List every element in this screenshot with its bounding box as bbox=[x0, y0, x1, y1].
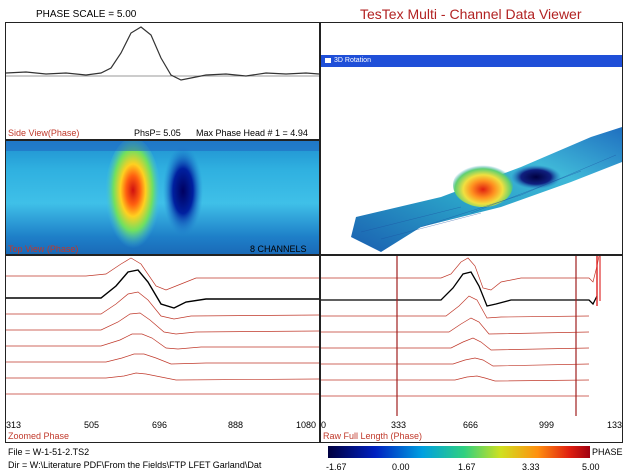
scale-value-4: 3.33 bbox=[522, 462, 540, 472]
channels-readout: 8 CHANNELS bbox=[250, 244, 307, 254]
zoomed-traces bbox=[6, 257, 319, 395]
side-view-trace bbox=[6, 26, 319, 81]
raw-tick-5: 133 bbox=[607, 420, 623, 430]
scale-value-5: 5.00 bbox=[582, 462, 600, 472]
zoomed-tick-2: 505 bbox=[84, 420, 100, 430]
dir-line: Dir = W:\Literature PDF\From the Fields\… bbox=[8, 460, 262, 470]
raw-full-length-panel[interactable]: 0 333 666 999 133 Raw Full Length (Phase… bbox=[320, 255, 623, 443]
app-title: TesTex Multi - Channel Data Viewer bbox=[360, 6, 582, 22]
raw-full-length-label: Raw Full Length (Phase) bbox=[323, 431, 423, 441]
php-readout: PhsP= 5.05 bbox=[134, 128, 181, 138]
rotation-window[interactable]: 3D Rotation bbox=[320, 22, 623, 255]
top-view-heatmap bbox=[6, 141, 319, 254]
file-line: File = W-1-51-2.TS2 bbox=[8, 447, 90, 457]
phase-scale-text: PHASE SCALE = bbox=[36, 9, 117, 20]
rotation-window-title: 3D Rotation bbox=[334, 57, 371, 64]
max-phase-readout: Max Phase Head # 1 = 4.94 bbox=[196, 128, 308, 138]
phase-scale-label: PHASE SCALE = 5.00 bbox=[36, 10, 136, 20]
rotation-surface bbox=[351, 127, 622, 252]
zoomed-tick-5: 1080 bbox=[296, 420, 317, 430]
raw-traces bbox=[321, 256, 601, 416]
raw-tick-2: 333 bbox=[391, 420, 407, 430]
side-view-label: Side View(Phase) bbox=[8, 128, 80, 138]
raw-tick-1: 0 bbox=[321, 420, 327, 430]
top-view-label: Top View (Phase) bbox=[8, 244, 79, 254]
raw-tick-4: 999 bbox=[539, 420, 555, 430]
zoomed-phase-label: Zoomed Phase bbox=[8, 431, 70, 441]
scale-value-3: 1.67 bbox=[458, 462, 476, 472]
window-icon bbox=[325, 57, 331, 63]
phase-scale-value: 5.00 bbox=[116, 9, 137, 20]
phase-color-scale: PHASE bbox=[328, 446, 623, 460]
zoomed-tick-3: 696 bbox=[152, 420, 168, 430]
zoomed-phase-panel[interactable]: 313 505 696 888 1080 Zoomed Phase bbox=[5, 255, 320, 443]
rotation-window-titlebar[interactable]: 3D Rotation bbox=[321, 55, 622, 67]
side-view-panel[interactable]: Side View(Phase) PhsP= 5.05 Max Phase He… bbox=[5, 22, 320, 140]
phase-scale-title: PHASE bbox=[592, 447, 623, 457]
scale-value-2: 0.00 bbox=[392, 462, 410, 472]
top-view-panel[interactable]: Top View (Phase) 8 CHANNELS bbox=[5, 140, 320, 255]
zoomed-tick-1: 313 bbox=[6, 420, 22, 430]
zoomed-tick-4: 888 bbox=[228, 420, 244, 430]
scale-value-1: -1.67 bbox=[326, 462, 347, 472]
phase-color-bar bbox=[328, 446, 590, 458]
raw-tick-3: 666 bbox=[463, 420, 479, 430]
